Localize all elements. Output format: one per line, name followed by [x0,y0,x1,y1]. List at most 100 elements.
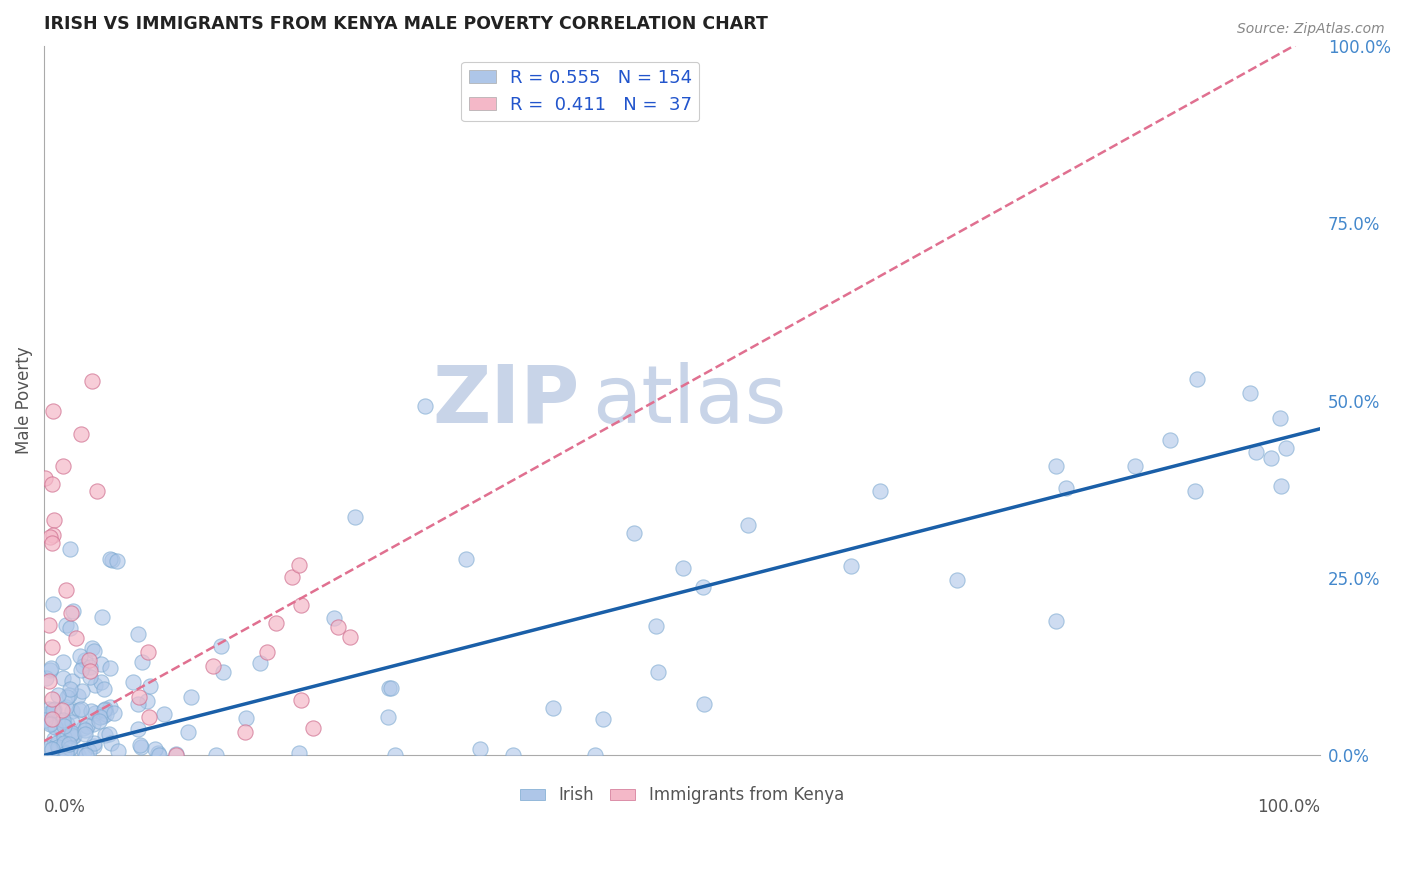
Point [384,747,406,762]
Point [82,717,104,731]
Point [128,738,150,752]
Point [281,570,304,584]
Point [343,510,366,524]
Point [52,655,75,669]
Point [72,659,94,673]
Point [1244,445,1267,459]
Point [127,698,149,712]
Point [256,645,278,659]
Point [52,730,75,744]
Point [165,747,187,761]
Point [59,741,82,756]
Point [138,709,160,723]
Point [136,644,159,658]
Point [93,703,115,717]
Point [53,744,76,758]
Text: Source: ZipAtlas.com: Source: ZipAtlas.com [1237,22,1385,37]
Point [39,661,62,675]
Point [79,665,101,679]
Point [55,700,77,714]
Point [205,747,228,762]
Point [692,580,714,594]
Point [37,706,59,721]
Point [143,742,166,756]
Y-axis label: Male Poverty: Male Poverty [15,347,32,454]
Point [66,689,89,703]
Point [89,709,111,723]
Text: atlas: atlas [592,361,787,440]
Point [44,720,66,734]
Point [83,736,105,750]
Point [51,714,73,729]
Point [69,702,91,716]
Point [60,728,83,742]
Point [51,724,73,739]
Point [62,730,84,744]
Point [72,721,94,735]
Point [73,743,96,757]
Point [737,517,759,532]
Point [52,671,75,685]
Point [127,722,149,736]
Point [80,704,103,718]
Point [148,746,170,760]
Point [58,688,80,702]
Point [41,536,63,550]
Point [69,648,91,663]
Point [1187,372,1209,386]
Point [79,669,101,683]
Point [48,741,70,756]
Point [62,714,84,729]
Point [42,404,65,418]
Text: 100.0%: 100.0% [1257,798,1320,816]
Point [1159,433,1181,447]
Point [377,710,399,724]
Point [52,735,75,749]
Point [42,513,65,527]
Point [583,747,606,762]
Point [413,399,436,413]
Point [59,682,82,697]
Point [59,621,82,635]
Point [90,674,112,689]
Point [301,721,323,735]
Point [93,681,115,696]
Point [148,747,170,762]
Point [41,640,63,654]
Point [75,727,97,741]
Point [58,737,80,751]
Point [55,618,77,632]
Point [623,526,645,541]
Point [454,552,477,566]
Point [91,609,114,624]
Point [75,747,97,762]
Point [41,691,63,706]
Point [96,707,118,722]
Point [62,604,84,618]
Text: IRISH VS IMMIGRANTS FROM KENYA MALE POVERTY CORRELATION CHART: IRISH VS IMMIGRANTS FROM KENYA MALE POVE… [44,15,768,33]
Point [46,738,69,752]
Point [290,692,312,706]
Point [73,653,96,667]
Point [39,715,62,730]
Point [65,631,87,645]
Point [55,690,77,704]
Legend: Irish, Immigrants from Kenya: Irish, Immigrants from Kenya [513,780,851,811]
Point [1270,479,1292,493]
Point [86,484,108,499]
Point [139,679,162,693]
Point [339,630,361,644]
Point [264,616,287,631]
Point [869,484,891,499]
Point [328,620,350,634]
Point [94,702,117,716]
Point [39,530,62,544]
Point [1045,458,1067,473]
Point [79,659,101,673]
Point [98,700,121,714]
Point [235,711,257,725]
Point [77,744,100,758]
Point [44,731,66,746]
Point [82,374,104,388]
Point [70,427,93,442]
